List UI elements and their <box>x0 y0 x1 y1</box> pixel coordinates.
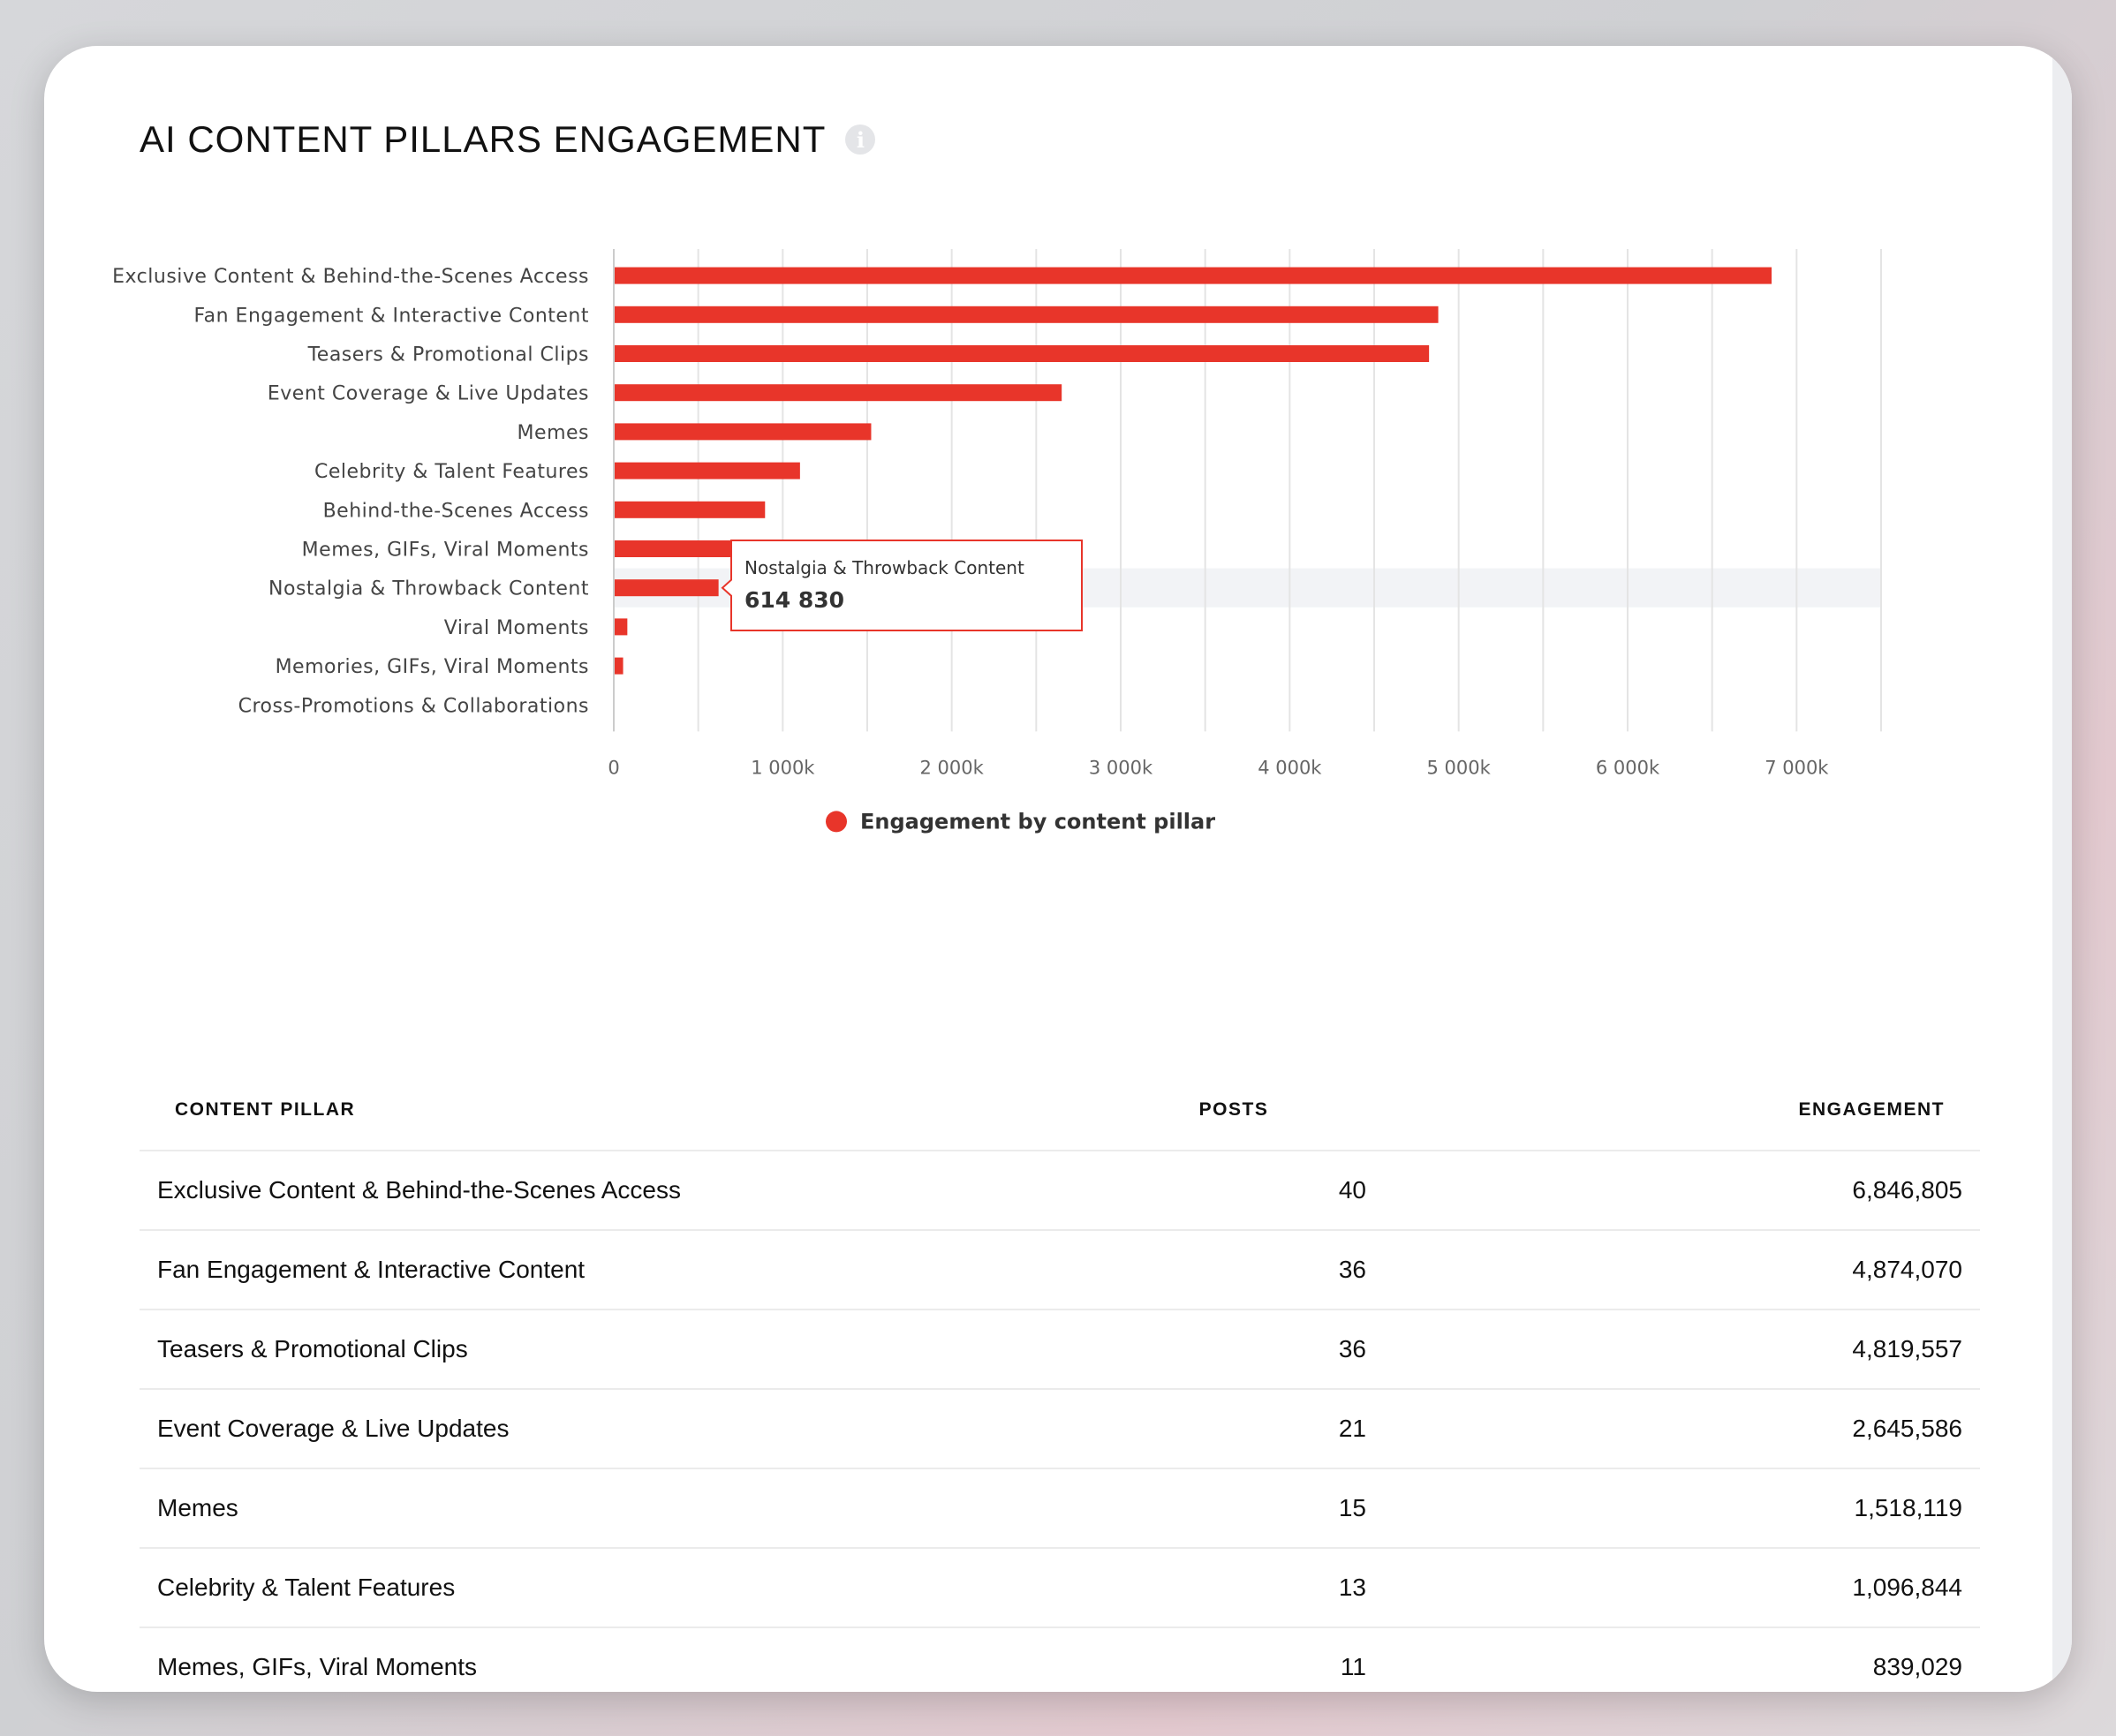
legend-swatch[interactable] <box>826 811 847 833</box>
tooltip-value: 614 830 <box>744 587 844 613</box>
table-cell-name: Event Coverage & Live Updates <box>157 1415 510 1442</box>
category-label: Teasers & Promotional Clips <box>307 344 589 366</box>
title-row: AI CONTENT PILLARS ENGAGEMENT i <box>140 118 876 161</box>
category-label: Celebrity & Talent Features <box>314 461 589 483</box>
table-row[interactable]: Memes 15 1,518,119 <box>140 1469 1980 1549</box>
bar[interactable] <box>615 423 872 441</box>
category-label: Viral Moments <box>444 617 589 639</box>
table-row[interactable]: Event Coverage & Live Updates 21 2,645,586 <box>140 1390 1980 1469</box>
category-label: Behind-the-Scenes Access <box>323 500 589 522</box>
table-row[interactable]: Celebrity & Talent Features 13 1,096,844 <box>140 1549 1980 1628</box>
table-row[interactable]: Exclusive Content & Behind-the-Scenes Ac… <box>140 1151 1980 1231</box>
table-cell-engagement: 1,518,119 <box>1854 1494 1963 1521</box>
table-body: Exclusive Content & Behind-the-Scenes Ac… <box>140 1151 1980 1692</box>
tooltip-category: Nostalgia & Throwback Content <box>744 557 1024 578</box>
table-cell-posts: 40 <box>1338 1176 1366 1204</box>
bar-chart: Exclusive Content & Behind-the-Scenes Ac… <box>112 249 1882 834</box>
bar[interactable] <box>615 345 1430 362</box>
x-tick-label: 7 000k <box>1765 757 1829 778</box>
table-cell-engagement: 2,645,586 <box>1852 1415 1962 1442</box>
info-icon[interactable]: i <box>845 125 876 155</box>
table-row[interactable]: Memes, GIFs, Viral Moments 11 839,029 <box>140 1628 1980 1692</box>
column-header-content-pillar[interactable]: CONTENT PILLAR <box>175 1099 356 1120</box>
table-cell-name: Memes <box>157 1494 238 1521</box>
bar[interactable] <box>615 501 766 518</box>
category-label: Exclusive Content & Behind-the-Scenes Ac… <box>112 266 589 288</box>
card-edge <box>2052 46 2072 1692</box>
chart-tooltip: Nostalgia & Throwback Content 614 830 <box>721 540 1083 631</box>
legend-label[interactable]: Engagement by content pillar <box>860 809 1215 834</box>
table-header: CONTENT PILLAR POSTS ENGAGEMENT <box>140 1070 1980 1151</box>
pillar-table: CONTENT PILLAR POSTS ENGAGEMENT Exclusiv… <box>140 1070 1980 1692</box>
x-tick-label: 0 <box>608 757 619 778</box>
column-header-posts[interactable]: POSTS <box>1198 1099 1269 1120</box>
engagement-card: AI CONTENT PILLARS ENGAGEMENT i Exclusiv… <box>44 46 2072 1692</box>
table-cell-engagement: 839,029 <box>1872 1653 1962 1680</box>
category-label: Memories, GIFs, Viral Moments <box>276 656 589 678</box>
table-cell-engagement: 6,846,805 <box>1852 1176 1962 1204</box>
table-cell-posts: 36 <box>1338 1256 1366 1283</box>
table-row[interactable]: Fan Engagement & Interactive Content 36 4,… <box>140 1231 1980 1310</box>
table-cell-posts: 11 <box>1340 1653 1366 1680</box>
bar[interactable] <box>615 618 628 636</box>
x-tick-label: 5 000k <box>1427 757 1492 778</box>
table-cell-name: Memes, GIFs, Viral Moments <box>157 1653 478 1680</box>
table-cell-posts: 13 <box>1338 1574 1366 1601</box>
bar[interactable] <box>615 579 719 597</box>
category-label: Memes <box>518 422 589 444</box>
category-label: Cross-Promotions & Collaborations <box>238 695 589 717</box>
table-cell-engagement: 1,096,844 <box>1852 1574 1962 1601</box>
tooltip-box <box>721 540 1083 631</box>
table-cell-name: Exclusive Content & Behind-the-Scenes Ac… <box>157 1176 681 1204</box>
table-row[interactable]: Teasers & Promotional Clips 36 4,819,557 <box>140 1310 1980 1390</box>
bar[interactable] <box>615 462 800 479</box>
table-cell-posts: 15 <box>1338 1494 1366 1521</box>
table-cell-posts: 36 <box>1338 1335 1366 1362</box>
category-label: Event Coverage & Live Updates <box>268 383 589 405</box>
column-header-engagement[interactable]: ENGAGEMENT <box>1798 1099 1945 1120</box>
x-tick-label: 1 000k <box>751 757 815 778</box>
table-cell-name: Celebrity & Talent Features <box>157 1574 456 1601</box>
bar[interactable] <box>615 306 1439 323</box>
x-tick-label: 4 000k <box>1258 757 1322 778</box>
x-tick-label: 2 000k <box>920 757 985 778</box>
category-label: Nostalgia & Throwback Content <box>268 578 589 600</box>
x-tick-label: 6 000k <box>1596 757 1660 778</box>
table-cell-posts: 21 <box>1338 1415 1366 1442</box>
bar[interactable] <box>615 540 757 557</box>
table-cell-name: Teasers & Promotional Clips <box>157 1335 468 1362</box>
bar[interactable] <box>615 384 1062 402</box>
table-cell-name: Fan Engagement & Interactive Content <box>157 1256 586 1283</box>
table-cell-engagement: 4,819,557 <box>1852 1335 1962 1362</box>
bar[interactable] <box>615 267 1772 284</box>
bar[interactable] <box>615 657 623 675</box>
category-label: Memes, GIFs, Viral Moments <box>302 540 589 562</box>
x-tick-label: 3 000k <box>1089 757 1153 778</box>
category-label: Fan Engagement & Interactive Content <box>193 305 589 327</box>
table-cell-engagement: 4,874,070 <box>1852 1256 1962 1283</box>
page-title: AI CONTENT PILLARS ENGAGEMENT <box>140 118 827 160</box>
